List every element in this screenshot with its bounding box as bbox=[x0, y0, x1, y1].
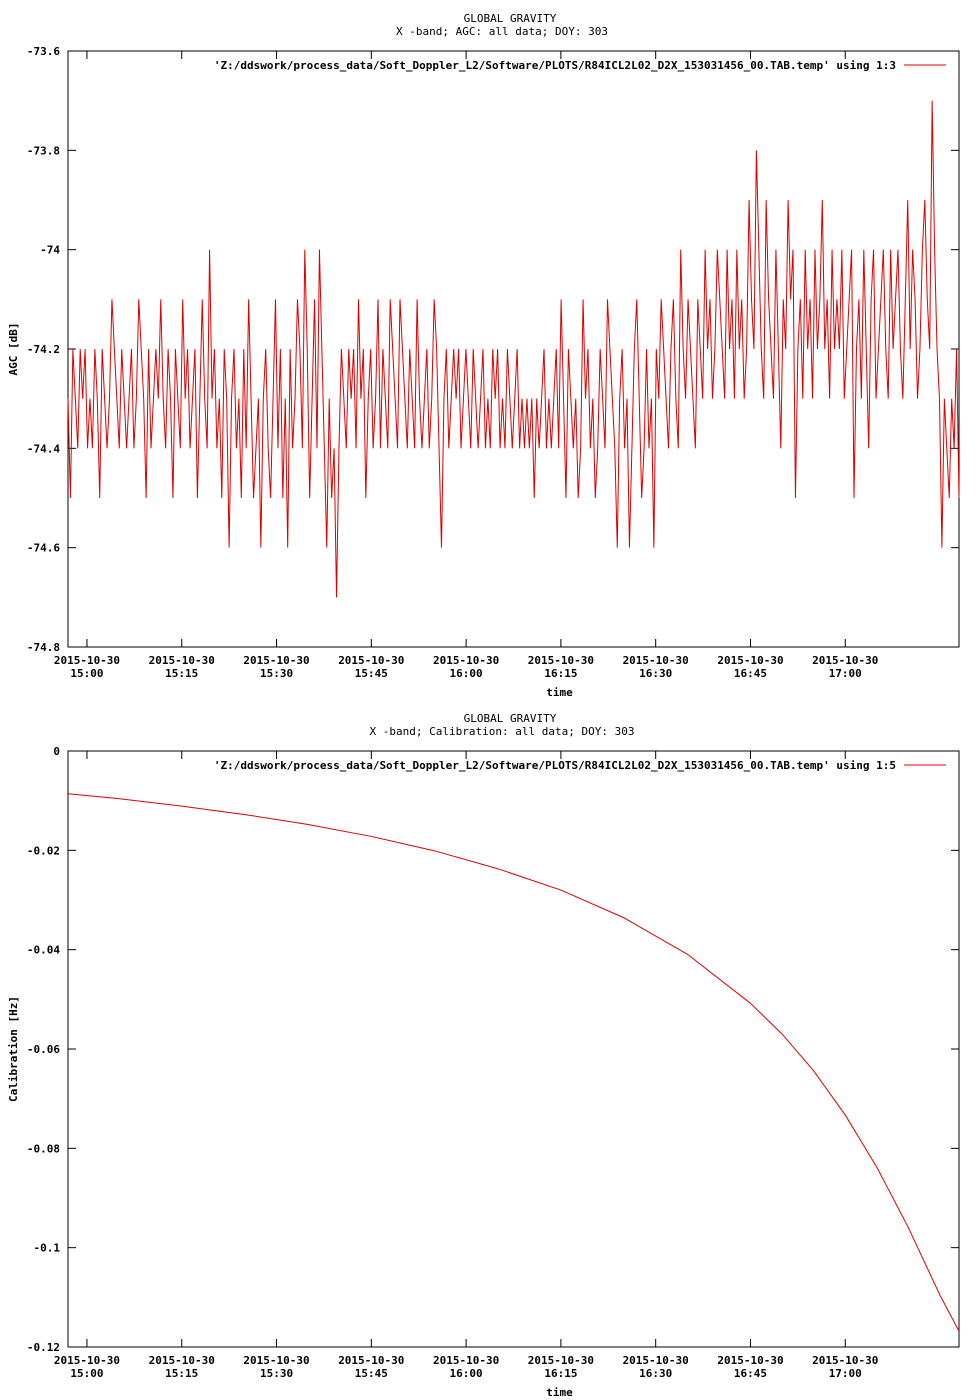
x-tick-date-label: 2015-10-30 bbox=[149, 654, 215, 667]
y-tick-label: -0.08 bbox=[27, 1142, 60, 1155]
x-tick-label: 15:00 bbox=[70, 667, 103, 680]
y-tick-label: -74.8 bbox=[27, 641, 60, 654]
x-tick-label: 15:15 bbox=[165, 667, 198, 680]
y-tick-label: -0.04 bbox=[27, 944, 60, 957]
series-line bbox=[67, 100, 960, 598]
x-tick-date-label: 2015-10-30 bbox=[243, 1354, 309, 1367]
x-tick-date-label: 2015-10-30 bbox=[623, 1354, 689, 1367]
y-tick-label: -0.1 bbox=[34, 1242, 61, 1255]
y-tick-label: -74 bbox=[40, 244, 60, 257]
x-tick-label: 15:30 bbox=[260, 667, 293, 680]
y-axis-label: Calibration [Hz] bbox=[7, 996, 20, 1102]
x-axis-label: time bbox=[546, 1386, 573, 1399]
chart-title: GLOBAL GRAVITY bbox=[464, 712, 557, 725]
x-tick-label: 17:00 bbox=[829, 1367, 862, 1380]
x-tick-date-label: 2015-10-30 bbox=[717, 654, 783, 667]
x-tick-label: 16:15 bbox=[544, 667, 577, 680]
y-tick-label: -0.02 bbox=[27, 844, 60, 857]
plot-frame bbox=[67, 50, 960, 648]
y-tick-label: -73.6 bbox=[27, 45, 60, 58]
x-axis-label: time bbox=[546, 686, 573, 699]
x-tick-label: 16:15 bbox=[544, 1367, 577, 1380]
x-tick-date-label: 2015-10-30 bbox=[433, 1354, 499, 1367]
y-tick-label: -74.6 bbox=[27, 542, 60, 555]
x-tick-date-label: 2015-10-30 bbox=[623, 654, 689, 667]
y-tick-label: 0 bbox=[53, 745, 60, 758]
x-tick-label: 16:00 bbox=[450, 1367, 483, 1380]
x-tick-label: 15:15 bbox=[165, 1367, 198, 1380]
chart-title: GLOBAL GRAVITY bbox=[464, 12, 557, 25]
x-tick-date-label: 2015-10-30 bbox=[433, 654, 499, 667]
x-tick-date-label: 2015-10-30 bbox=[812, 1354, 878, 1367]
x-tick-date-label: 2015-10-30 bbox=[54, 654, 120, 667]
y-tick-label: -73.8 bbox=[27, 144, 60, 157]
x-tick-label: 16:30 bbox=[639, 1367, 672, 1380]
y-axis-label: AGC [dB] bbox=[7, 323, 20, 376]
chart-subtitle: X -band; Calibration: all data; DOY: 303 bbox=[370, 725, 635, 738]
plot-frame bbox=[67, 750, 960, 1348]
legend-label: 'Z:/ddswork/process_data/Soft_Doppler_L2… bbox=[214, 759, 896, 772]
x-tick-label: 16:45 bbox=[734, 667, 767, 680]
x-tick-label: 16:30 bbox=[639, 667, 672, 680]
x-tick-date-label: 2015-10-30 bbox=[338, 654, 404, 667]
x-tick-date-label: 2015-10-30 bbox=[243, 654, 309, 667]
y-tick-label: -74.2 bbox=[27, 343, 60, 356]
x-tick-date-label: 2015-10-30 bbox=[528, 1354, 594, 1367]
x-tick-label: 16:00 bbox=[450, 667, 483, 680]
y-tick-label: -0.12 bbox=[27, 1341, 60, 1354]
x-tick-date-label: 2015-10-30 bbox=[149, 1354, 215, 1367]
x-tick-date-label: 2015-10-30 bbox=[338, 1354, 404, 1367]
y-tick-label: -0.06 bbox=[27, 1043, 60, 1056]
x-tick-label: 15:00 bbox=[70, 1367, 103, 1380]
y-tick-label: -74.4 bbox=[27, 442, 60, 455]
x-tick-date-label: 2015-10-30 bbox=[717, 1354, 783, 1367]
x-tick-date-label: 2015-10-30 bbox=[528, 654, 594, 667]
x-tick-date-label: 2015-10-30 bbox=[812, 654, 878, 667]
x-tick-label: 17:00 bbox=[829, 667, 862, 680]
series-line bbox=[67, 793, 960, 1332]
x-tick-label: 15:30 bbox=[260, 1367, 293, 1380]
x-tick-label: 15:45 bbox=[355, 1367, 388, 1380]
x-tick-label: 16:45 bbox=[734, 1367, 767, 1380]
chart-subtitle: X -band; AGC: all data; DOY: 303 bbox=[396, 25, 608, 38]
legend-label: 'Z:/ddswork/process_data/Soft_Doppler_L2… bbox=[214, 59, 896, 72]
x-tick-date-label: 2015-10-30 bbox=[54, 1354, 120, 1367]
x-tick-label: 15:45 bbox=[355, 667, 388, 680]
